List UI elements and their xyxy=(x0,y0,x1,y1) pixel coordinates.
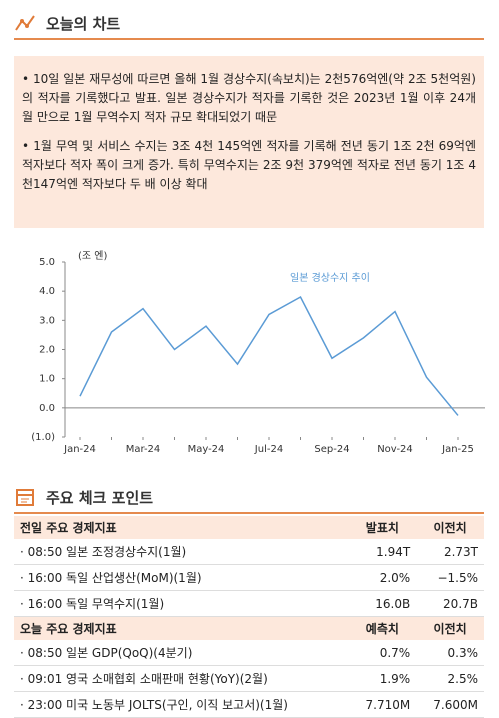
value-cell: 7.600M xyxy=(416,691,484,718)
value-cell: 2.5% xyxy=(416,665,484,692)
indicator-cell: 09:01 영국 소매협회 소매판매 현황(YoY)(2월) xyxy=(14,665,349,692)
legend-entry: 일본 경상수지 추이 xyxy=(290,271,370,284)
header-cell: 예측치 xyxy=(348,616,417,640)
y-tick-label: (1.0) xyxy=(31,432,55,443)
bullet: 1월 무역 및 서비스 수지는 3조 4천 145억엔 적자를 기록해 전년 동… xyxy=(22,137,476,194)
y-tick-label: 5.0 xyxy=(39,257,55,268)
chart: (조 엔) (1.0) 0.0 1.0 2.0 3.0 4.0 5.0 Jan-24 Mar-2… xyxy=(31,250,485,455)
header-cell: 이전치 xyxy=(416,616,484,640)
y-tick-label: 3.0 xyxy=(39,315,55,326)
section-title: 주요 체크 포인트 xyxy=(46,488,154,507)
y-axis-label: (조 엔) xyxy=(78,250,107,262)
value-cell: 20.7B xyxy=(416,590,484,617)
value-cell: −1.5% xyxy=(416,564,484,591)
header: 오늘의 차트 xyxy=(14,8,484,40)
header-title: 오늘의 차트 xyxy=(46,14,121,33)
indicator-cell: 08:50 일본 GDP(QoQ)(4분기) xyxy=(14,640,349,666)
value-cell: 16.0B xyxy=(348,590,417,617)
indicator-cell: 16:00 독일 산업생산(MoM)(1월) xyxy=(14,564,349,591)
indicator-cell: 16:00 독일 무역수지(1월) xyxy=(14,590,349,617)
x-tick-label: May-24 xyxy=(188,444,225,455)
summary-box: 10일 일본 재무성에 따르면 올해 1월 경상수지(속보치)는 2천576억엔… xyxy=(14,56,484,228)
section-header: 주요 체크 포인트 xyxy=(14,482,484,514)
y-tick-label: 4.0 xyxy=(39,286,55,297)
table-row: 08:50 일본 GDP(QoQ)(4분기)0.7%0.3% xyxy=(14,640,484,666)
header-cell: 발표치 xyxy=(348,516,417,539)
value-cell: 1.9% xyxy=(348,665,417,692)
y-tick-label: 2.0 xyxy=(39,345,55,356)
x-tick-label: Nov-24 xyxy=(377,444,413,455)
value-cell: 2.73T xyxy=(416,539,484,565)
x-tick-label: Jan-24 xyxy=(63,444,96,455)
value-cell: 1.94T xyxy=(348,539,417,565)
table-row: 23:00 미국 노동부 JOLTS(구인, 이직 보고서)(1월)7.710M… xyxy=(14,691,484,718)
table-header-row: 오늘 주요 경제지표 예측치 이전치 xyxy=(14,616,484,640)
indicator-table: 전일 주요 경제지표발표치이전치08:50 일본 조정경상수지(1월)1.94T… xyxy=(14,516,484,718)
table-row: 09:01 영국 소매협회 소매판매 현황(YoY)(2월)1.9%2.5% xyxy=(14,665,484,692)
x-tick-label: Jul-24 xyxy=(254,444,283,455)
value-cell: 0.7% xyxy=(348,640,417,666)
y-tick-label: 0.0 xyxy=(39,403,55,414)
value-cell: 2.0% xyxy=(348,564,417,591)
header-cell: 오늘 주요 경제지표 xyxy=(14,616,349,640)
x-tick-label: Sep-24 xyxy=(314,444,349,455)
header-cell: 이전치 xyxy=(416,516,484,539)
value-cell: 7.710M xyxy=(348,691,417,718)
line xyxy=(79,295,459,416)
header-cell: 전일 주요 경제지표 xyxy=(14,516,349,539)
x-tick-label: Jan-25 xyxy=(441,444,474,455)
value-cell: 0.3% xyxy=(416,640,484,666)
x-tick-label: Mar-24 xyxy=(126,444,161,455)
table-row: 16:00 독일 산업생산(MoM)(1월)2.0%−1.5% xyxy=(14,564,484,591)
table-header-row: 전일 주요 경제지표 발표치 이전치 xyxy=(14,516,484,539)
indicator-cell: 08:50 일본 조정경상수지(1월) xyxy=(14,539,349,565)
calendar-icon xyxy=(16,489,34,506)
y-tick-label: 1.0 xyxy=(39,374,55,385)
indicator-cell: 23:00 미국 노동부 JOLTS(구인, 이직 보고서)(1월) xyxy=(14,691,349,718)
bullet: 10일 일본 재무성에 따르면 올해 1월 경상수지(속보치)는 2천576억엔… xyxy=(22,70,476,127)
chart-icon xyxy=(15,15,35,31)
